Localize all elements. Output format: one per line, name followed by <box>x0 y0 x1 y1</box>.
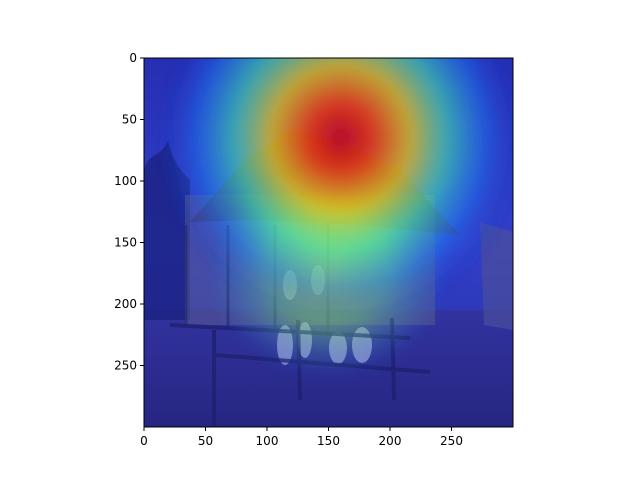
x-tick-label: 50 <box>198 434 213 448</box>
y-tick-label: 50 <box>122 113 137 127</box>
y-tick-label: 250 <box>114 359 137 373</box>
y-tick-label: 0 <box>129 51 137 65</box>
x-axis: 0 50 100 150 200 250 <box>140 427 463 448</box>
x-tick-label: 100 <box>256 434 279 448</box>
heatmap-peak-blob <box>155 58 513 347</box>
plot-area <box>144 58 513 427</box>
y-tick-label: 100 <box>114 174 137 188</box>
y-tick-label: 200 <box>114 297 137 311</box>
x-tick-label: 150 <box>317 434 340 448</box>
x-tick-label: 200 <box>379 434 402 448</box>
x-tick-label: 250 <box>440 434 463 448</box>
x-tick-label: 0 <box>140 434 148 448</box>
y-tick-label: 150 <box>114 236 137 250</box>
heatmap-overlay <box>144 58 513 427</box>
y-axis: 0 50 100 150 200 250 <box>114 51 144 373</box>
